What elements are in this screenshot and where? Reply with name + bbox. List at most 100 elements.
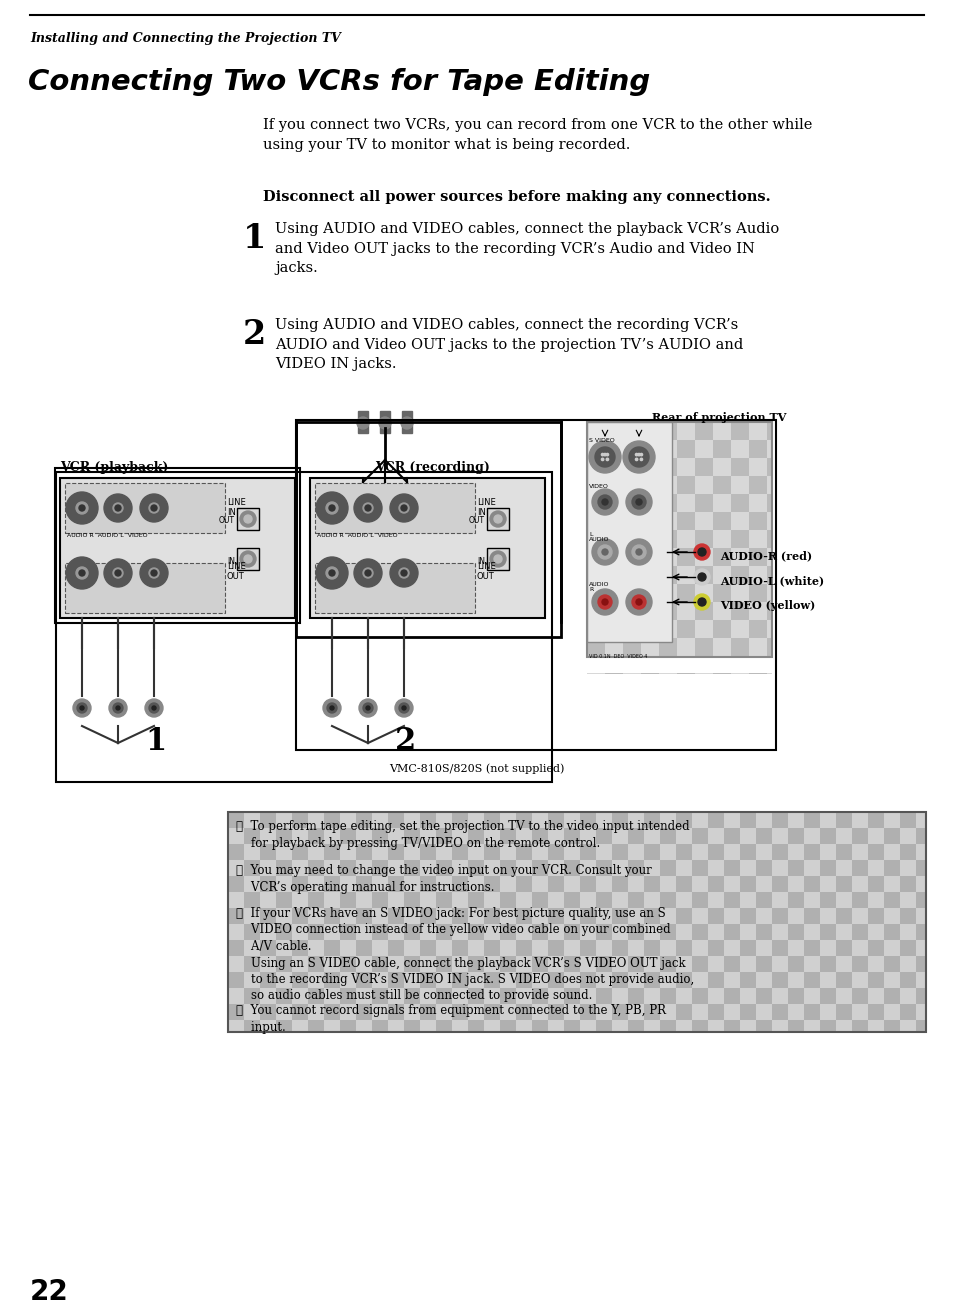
Bar	[452, 956, 468, 972]
Bar	[388, 956, 403, 972]
Bar	[403, 989, 419, 1004]
Bar	[691, 1004, 707, 1020]
Circle shape	[365, 569, 371, 576]
Bar	[755, 892, 771, 908]
Bar	[622, 584, 640, 602]
Bar	[740, 828, 755, 844]
Bar	[388, 989, 403, 1004]
Bar	[899, 908, 915, 925]
Bar	[499, 876, 516, 892]
Bar	[275, 989, 292, 1004]
Bar	[436, 892, 452, 908]
Bar	[712, 530, 730, 549]
Bar	[640, 440, 659, 458]
Bar	[899, 876, 915, 892]
Bar	[867, 908, 883, 925]
Bar	[547, 1020, 563, 1032]
Bar	[563, 812, 579, 828]
Bar	[499, 989, 516, 1004]
Bar	[604, 639, 622, 656]
Bar	[468, 956, 483, 972]
Circle shape	[366, 707, 370, 710]
Bar	[483, 844, 499, 859]
Bar	[56, 471, 552, 782]
Bar	[547, 940, 563, 956]
Bar	[275, 844, 292, 859]
Bar	[730, 475, 748, 494]
Bar	[883, 828, 899, 844]
Text: VMC-810S/820S (not supplied): VMC-810S/820S (not supplied)	[389, 763, 564, 773]
Bar	[516, 1020, 532, 1032]
Bar	[372, 1004, 388, 1020]
Bar	[755, 876, 771, 892]
Bar	[419, 908, 436, 925]
Bar	[659, 989, 676, 1004]
Circle shape	[636, 549, 641, 555]
Bar	[627, 892, 643, 908]
Bar	[676, 989, 691, 1004]
Circle shape	[79, 569, 85, 576]
Bar	[755, 844, 771, 859]
Bar	[771, 989, 787, 1004]
Bar	[915, 972, 925, 989]
Bar	[640, 639, 659, 656]
Bar	[563, 844, 579, 859]
Circle shape	[636, 499, 641, 505]
Bar	[563, 908, 579, 925]
Bar	[622, 602, 640, 620]
Bar	[228, 812, 925, 1032]
Circle shape	[638, 453, 639, 456]
Circle shape	[588, 441, 620, 473]
Bar	[627, 940, 643, 956]
Bar	[820, 876, 835, 892]
Circle shape	[698, 549, 705, 556]
Bar	[403, 828, 419, 844]
Bar	[787, 812, 803, 828]
Circle shape	[400, 569, 407, 576]
Bar	[659, 584, 677, 602]
Bar	[579, 972, 596, 989]
Bar	[766, 620, 771, 639]
Circle shape	[625, 539, 651, 565]
Circle shape	[490, 551, 505, 567]
Bar	[659, 458, 677, 475]
Bar	[677, 494, 695, 512]
Bar	[324, 940, 339, 956]
Bar	[292, 908, 308, 925]
Bar	[627, 972, 643, 989]
Bar	[388, 892, 403, 908]
Bar	[452, 844, 468, 859]
Bar	[640, 422, 659, 440]
Bar	[452, 940, 468, 956]
Circle shape	[601, 549, 607, 555]
Bar	[324, 892, 339, 908]
Bar	[740, 956, 755, 972]
Circle shape	[73, 699, 91, 717]
Bar	[419, 972, 436, 989]
Circle shape	[698, 598, 705, 606]
Bar	[771, 876, 787, 892]
Bar	[899, 989, 915, 1004]
Bar	[532, 876, 547, 892]
Bar	[483, 859, 499, 876]
Bar	[468, 940, 483, 956]
Bar	[622, 530, 640, 549]
Bar	[612, 972, 627, 989]
Bar	[499, 844, 516, 859]
Bar	[730, 602, 748, 620]
Bar	[244, 844, 260, 859]
Bar	[547, 972, 563, 989]
Bar	[677, 620, 695, 639]
Bar	[677, 639, 695, 656]
Bar	[452, 908, 468, 925]
Bar	[740, 844, 755, 859]
Bar	[532, 859, 547, 876]
Bar	[604, 549, 622, 565]
Bar	[244, 972, 260, 989]
Bar	[228, 989, 244, 1004]
Bar	[820, 956, 835, 972]
Bar	[691, 1020, 707, 1032]
Text: AUDIO R  AUDIO L  VIDEO: AUDIO R AUDIO L VIDEO	[67, 533, 148, 538]
Bar	[643, 989, 659, 1004]
Bar	[586, 475, 604, 494]
